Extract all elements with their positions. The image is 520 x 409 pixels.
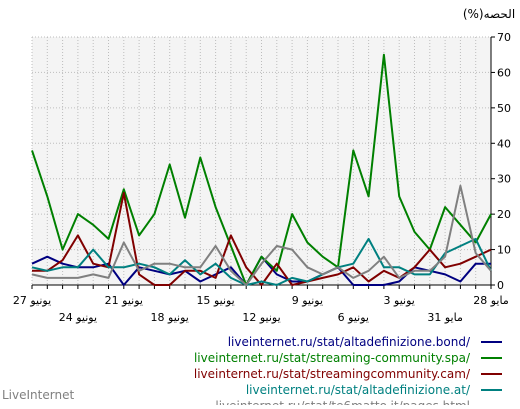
y-tick-label: 40 bbox=[497, 137, 511, 150]
x-tick-label: 18 يونيو bbox=[151, 311, 189, 324]
x-tick-label: 15 يونيو bbox=[196, 294, 234, 307]
legend-label: liveinternet.ru/stat/streamingcommunity.… bbox=[194, 367, 471, 381]
footer-brand[interactable]: LiveInternet bbox=[2, 388, 74, 402]
x-tick-label: 3 يونيو bbox=[384, 294, 415, 307]
y-tick-label: 70 bbox=[497, 31, 511, 44]
legend-label: liveinternet.ru/stat/altadefinizione.at/ bbox=[246, 383, 471, 397]
series-line-2 bbox=[31, 53, 492, 286]
legend-item: liveinternet.ru/stat/streamingcommunity.… bbox=[194, 367, 502, 381]
y-axis: 0 10 20 30 40 50 60 70 bbox=[490, 31, 511, 292]
y-tick-label: 10 bbox=[497, 244, 511, 257]
x-tick-label: 31 مايو bbox=[427, 311, 463, 324]
x-tick-label: 12 يونيو bbox=[242, 311, 280, 324]
x-tick-label: 28 مايو bbox=[473, 294, 509, 307]
y-tick-label: 0 bbox=[497, 279, 504, 292]
y-tick-label: 50 bbox=[497, 102, 511, 115]
legend-label: liveinternet.ru/stat/streaming-community… bbox=[194, 351, 471, 365]
x-tick-label: 6 يونيو bbox=[338, 311, 369, 324]
x-tick-label: 24 يونيو bbox=[59, 311, 97, 324]
series-line-4 bbox=[31, 237, 492, 286]
grid-lines bbox=[31, 36, 492, 286]
x-axis: 28 مايو 3 يونيو 9 يونيو 15 يونيو 21 يونيو 27 … bbox=[13, 284, 509, 324]
legend-item: liveinternet.ru/stat/te6matto.it/pages.h… bbox=[215, 399, 502, 409]
legend-label: liveinternet.ru/stat/te6matto.it/pages.h… bbox=[215, 399, 470, 405]
y-tick-label: 60 bbox=[497, 66, 511, 79]
x-tick-label: 27 يونيو bbox=[13, 294, 51, 307]
x-tick-label: 9 يونيو bbox=[292, 294, 323, 307]
y-tick-label: 20 bbox=[497, 208, 511, 221]
legend: liveinternet.ru/stat/altadefinizione.bon… bbox=[194, 335, 502, 409]
legend-item: liveinternet.ru/stat/streaming-community… bbox=[194, 351, 502, 365]
series-lines bbox=[31, 53, 492, 286]
y-axis-title: (%)الحصه bbox=[463, 7, 515, 21]
legend-item: liveinternet.ru/stat/altadefinizione.bon… bbox=[228, 335, 502, 349]
legend-label: liveinternet.ru/stat/altadefinizione.bon… bbox=[228, 335, 471, 349]
series-line-5 bbox=[31, 184, 492, 286]
x-tick-label: 21 يونيو bbox=[105, 294, 143, 307]
y-tick-label: 30 bbox=[497, 173, 511, 186]
legend-item: liveinternet.ru/stat/altadefinizione.at/ bbox=[246, 383, 502, 397]
